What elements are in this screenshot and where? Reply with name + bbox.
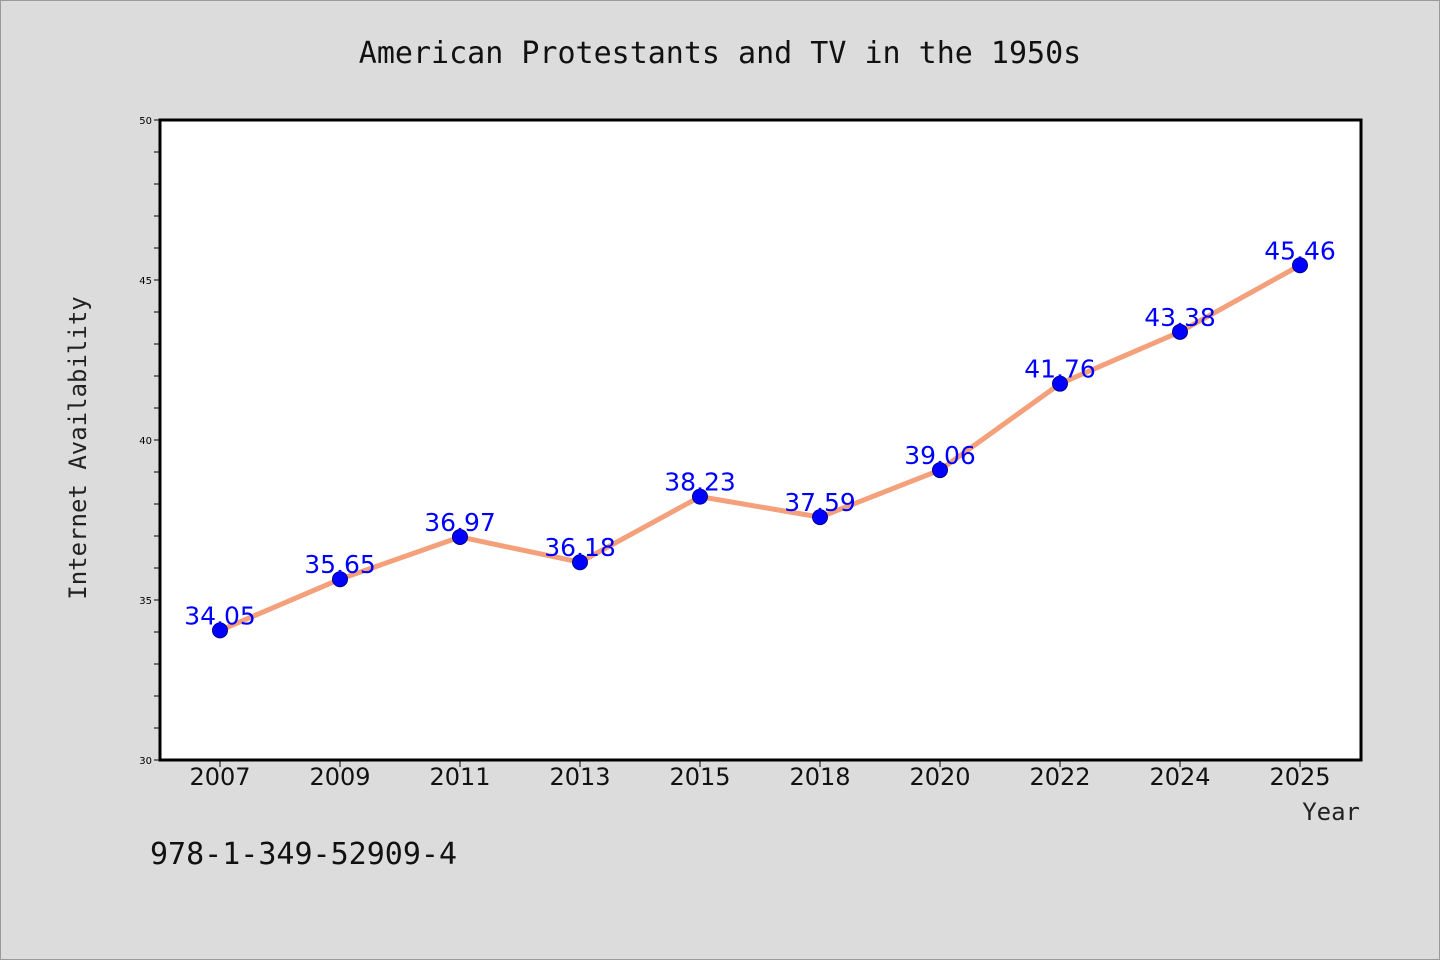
data-label: 38.23 [664, 468, 736, 497]
x-tick-label: 2011 [429, 763, 490, 791]
data-point [212, 622, 228, 639]
y-tick-label: 30 [139, 756, 152, 767]
x-tick-label: 2025 [1269, 763, 1330, 791]
series-markers [212, 257, 1308, 639]
data-label: 35.65 [304, 550, 376, 579]
x-axis-label: Year [1302, 798, 1360, 826]
data-label: 45.46 [1264, 236, 1336, 265]
x-tick-label: 2020 [909, 763, 970, 791]
x-tick-label: 2007 [189, 763, 250, 791]
data-label: 36.97 [424, 508, 496, 537]
data-point [332, 571, 348, 588]
data-label: 43.38 [1144, 303, 1216, 332]
y-axis: 30 35 40 45 50 [139, 116, 160, 767]
x-tick-label: 2022 [1029, 763, 1090, 791]
x-tick-label: 2015 [669, 763, 730, 791]
y-tick-label: 45 [139, 276, 152, 287]
x-tick-label: 2009 [309, 763, 370, 791]
x-tick-label: 2018 [789, 763, 850, 791]
data-point [1172, 323, 1188, 340]
chart-title: American Protestants and TV in the 1950s [359, 36, 1081, 71]
x-tick-label: 2013 [549, 763, 610, 791]
data-point [1052, 375, 1068, 392]
series-line [217, 262, 1303, 633]
data-label: 34.05 [184, 601, 256, 630]
y-axis-label: Internet Availability [64, 296, 92, 599]
data-point [932, 462, 948, 479]
data-labels: 34.05 35.65 36.97 36.18 38.23 37.59 39.06 41.76… [184, 236, 1336, 630]
data-point [572, 554, 588, 571]
x-axis: 2007 2009 2011 2013 2015 2018 2020 2022 2024 2025 [189, 760, 1331, 791]
data-point [1292, 257, 1308, 274]
isbn-text: 978-1-349-52909-4 [150, 837, 457, 872]
x-tick-label: 2024 [1149, 763, 1210, 791]
y-tick-label: 50 [139, 116, 152, 127]
data-label: 39.06 [904, 441, 976, 470]
plot-area [158, 118, 1363, 762]
y-tick-label: 40 [139, 436, 152, 447]
data-point [452, 528, 468, 545]
y-tick-label: 35 [139, 596, 152, 607]
data-label: 36.18 [544, 533, 616, 562]
data-point [692, 488, 708, 505]
data-point [812, 509, 828, 526]
data-label: 37.59 [784, 488, 856, 517]
data-label: 41.76 [1024, 355, 1096, 384]
